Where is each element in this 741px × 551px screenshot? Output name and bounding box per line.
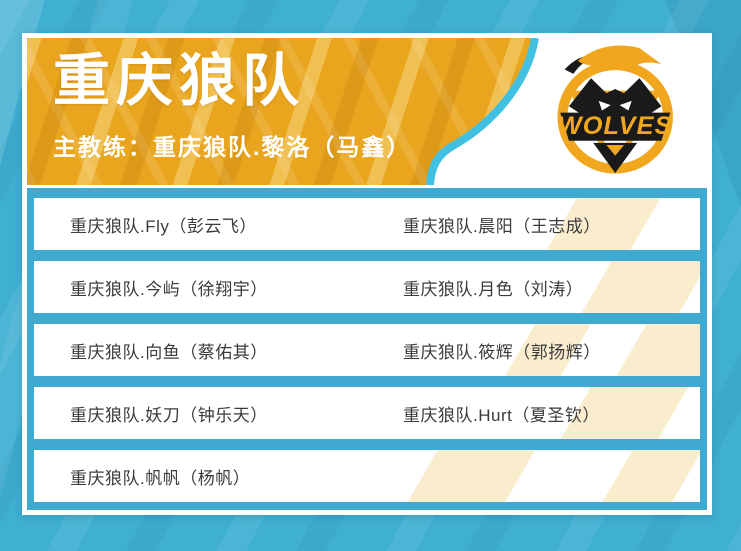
player-name: 重庆狼队.向鱼（蔡佑其）: [70, 342, 268, 362]
player-name: 重庆狼队.月色（刘涛）: [403, 279, 584, 299]
player-name: 重庆狼队.今屿（徐翔宇）: [70, 279, 268, 299]
player-name: 重庆狼队.晨阳（王志成）: [403, 216, 601, 236]
roster-list: 重庆狼队.Fly（彭云飞） 重庆狼队.晨阳（王志成） 重庆狼队.今屿（徐翔宇） …: [27, 191, 707, 510]
player-name: 重庆狼队.帆帆（杨帆）: [70, 468, 251, 488]
player-name: 重庆狼队.妖刀（钟乐天）: [70, 405, 268, 425]
wolves-wordmark: WOLVES: [558, 112, 673, 140]
player-name: 重庆狼队.筱辉（郭扬辉）: [403, 342, 601, 362]
wolves-logo-icon: WOLVES: [557, 45, 673, 174]
roster-row: 重庆狼队.今屿（徐翔宇） 重庆狼队.月色（刘涛）: [34, 261, 700, 313]
curve-accent-stripe: [426, 38, 539, 185]
coach-label: 主教练：重庆狼队.黎洛（马鑫）: [53, 133, 412, 160]
player-name: 重庆狼队.Hurt（夏圣钦）: [403, 405, 600, 425]
roster-row: 重庆狼队.向鱼（蔡佑其） 重庆狼队.筱辉（郭扬辉）: [34, 324, 700, 376]
header-text-block: 重庆狼队 主教练：重庆狼队.黎洛（马鑫）: [53, 49, 412, 162]
roster-row: 重庆狼队.妖刀（钟乐天） 重庆狼队.Hurt（夏圣钦）: [34, 387, 700, 439]
team-name-title: 重庆狼队: [53, 49, 305, 113]
roster-row: 重庆狼队.帆帆（杨帆）: [34, 450, 700, 502]
team-logo-panel: WOLVES: [426, 38, 707, 185]
team-header: WOLVES 重庆狼队 主教练：重庆狼队.黎洛（马鑫）: [27, 38, 707, 188]
roster-row: 重庆狼队.Fly（彭云飞） 重庆狼队.晨阳（王志成）: [34, 198, 700, 250]
player-name: 重庆狼队.Fly（彭云飞）: [70, 216, 257, 236]
roster-card: WOLVES 重庆狼队 主教练：重庆狼队.黎洛（马鑫） 重庆狼队.Fly（彭云飞…: [22, 33, 712, 515]
